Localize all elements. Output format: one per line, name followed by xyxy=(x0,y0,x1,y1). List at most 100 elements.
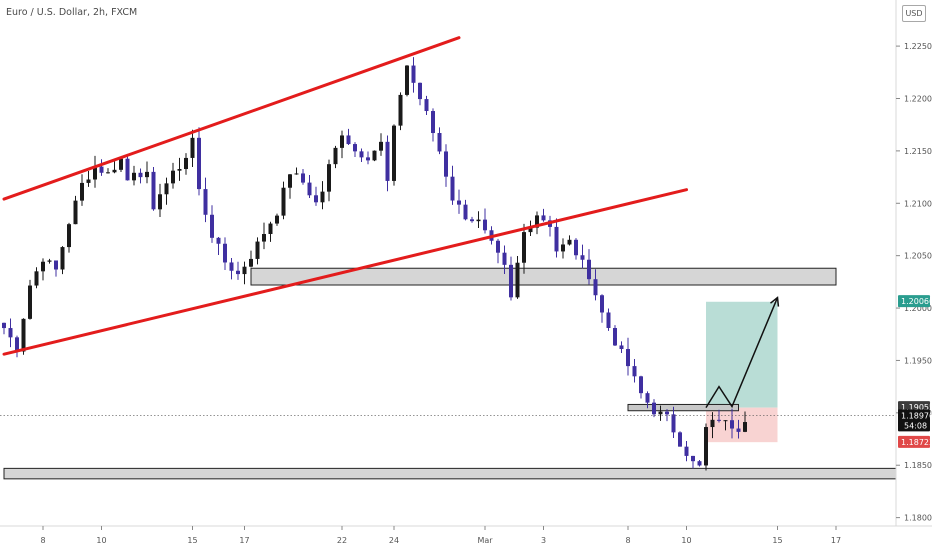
price-label-box[interactable] xyxy=(898,435,930,448)
candle-body xyxy=(67,224,71,248)
entry-zone[interactable] xyxy=(627,403,739,412)
y-tick-label: 1.18000 xyxy=(904,514,932,523)
candle-body xyxy=(197,137,201,190)
candle-body xyxy=(450,176,455,201)
projection-path[interactable] xyxy=(705,297,779,409)
candle-body xyxy=(301,173,305,183)
upper-channel-line[interactable] xyxy=(2,36,461,201)
candle-body xyxy=(86,179,91,183)
y-tick-label: 1.21500 xyxy=(904,147,932,156)
support-zone-upper[interactable] xyxy=(250,267,837,286)
candle-body xyxy=(697,461,702,466)
candle-body xyxy=(60,247,65,270)
candle-body xyxy=(190,137,195,158)
candle-body xyxy=(567,239,572,245)
candle-body xyxy=(307,182,312,196)
candle-body xyxy=(444,151,448,177)
candle-body xyxy=(8,328,13,338)
x-tick-label: 22 xyxy=(337,536,347,545)
y-tick-label: 1.22000 xyxy=(904,94,932,103)
candle-body xyxy=(496,240,500,253)
currency-badge[interactable]: USD xyxy=(902,5,926,22)
candle-body xyxy=(34,271,39,286)
price-label-text: 1.20066 xyxy=(901,297,932,306)
candle-body xyxy=(171,170,175,184)
x-tick-label: 17 xyxy=(831,536,841,545)
candle-body xyxy=(379,141,383,151)
x-tick-label: 3 xyxy=(541,536,546,545)
candle-body xyxy=(431,111,435,134)
candle-body xyxy=(99,166,104,173)
candle-body xyxy=(736,428,741,432)
candle-body xyxy=(463,204,468,220)
x-tick-label: 15 xyxy=(772,536,782,545)
take-profit-area[interactable] xyxy=(706,301,778,408)
candle-body xyxy=(600,295,604,313)
candle-body xyxy=(665,411,669,415)
candle-body xyxy=(691,455,695,462)
candle-body xyxy=(587,259,591,280)
candle-body xyxy=(158,194,162,210)
candle-body xyxy=(658,411,663,415)
candle-body xyxy=(606,312,611,328)
stop-loss-area[interactable] xyxy=(706,407,778,443)
y-tick-label: 1.20000 xyxy=(904,304,932,313)
candle-body xyxy=(145,171,149,178)
candle-body xyxy=(268,223,273,235)
price-label-box[interactable] xyxy=(898,409,930,432)
x-tick-label: 15 xyxy=(187,536,197,545)
x-tick-label: Mar xyxy=(477,536,493,545)
candle-body xyxy=(119,158,123,170)
candle-body xyxy=(236,270,240,275)
candle-body xyxy=(652,402,656,415)
candle-body xyxy=(411,65,416,83)
candle-body xyxy=(574,239,578,256)
candle-body xyxy=(125,158,130,181)
x-tick-label: 24 xyxy=(389,536,399,545)
y-tick-label: 1.18500 xyxy=(904,461,932,470)
candle-body xyxy=(320,191,325,203)
candle-body xyxy=(93,166,97,180)
candle-body xyxy=(216,237,221,244)
price-label-text: 1.19055 xyxy=(901,403,932,412)
candle-body xyxy=(112,169,117,173)
candle-body xyxy=(249,258,253,267)
candle-body xyxy=(138,172,143,178)
candle-body xyxy=(132,172,136,181)
candle-body xyxy=(418,82,422,100)
price-label-text: 1.18723 xyxy=(901,438,932,447)
candle-body xyxy=(710,419,715,428)
price-label-box[interactable] xyxy=(898,295,930,308)
candle-body xyxy=(327,164,331,192)
candle-body xyxy=(632,366,637,377)
candle-body xyxy=(21,318,26,352)
candle-body xyxy=(470,219,474,222)
y-tick-label: 1.20500 xyxy=(904,252,932,261)
candle-body xyxy=(619,345,624,350)
candle-body xyxy=(73,200,78,225)
candle-body xyxy=(723,420,728,422)
candle-body xyxy=(203,189,208,215)
candle-body xyxy=(509,264,513,298)
candle-body xyxy=(41,261,45,272)
candle-body xyxy=(535,215,539,228)
candle-body xyxy=(353,144,357,152)
candle-body xyxy=(405,65,409,95)
candle-body xyxy=(743,422,747,432)
candle-body xyxy=(294,173,299,175)
candle-body xyxy=(184,157,188,170)
y-tick-label: 1.21000 xyxy=(904,199,932,208)
candle-body xyxy=(704,427,708,466)
x-tick-label: 8 xyxy=(40,536,45,545)
support-zone-lower[interactable] xyxy=(3,467,897,480)
candle-body xyxy=(47,260,52,262)
candle-body xyxy=(522,232,526,263)
candle-body xyxy=(671,414,676,433)
candle-body xyxy=(340,135,344,148)
candle-body xyxy=(262,234,266,242)
candle-body xyxy=(177,169,182,171)
candle-body xyxy=(437,133,442,152)
lower-channel-line[interactable] xyxy=(2,188,688,356)
